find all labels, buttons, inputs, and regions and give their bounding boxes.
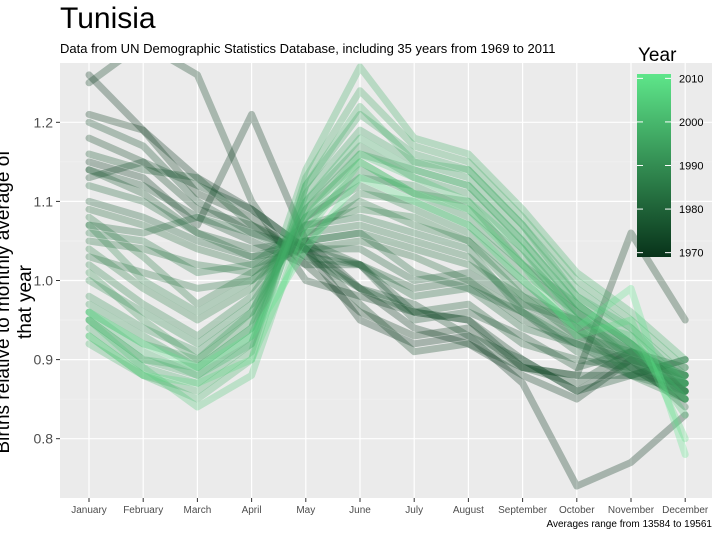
x-tick-label: January bbox=[71, 505, 107, 516]
series-line-1975 bbox=[85, 118, 689, 395]
y-tick-label: 1.0 bbox=[34, 273, 54, 289]
x-tick-label: November bbox=[608, 505, 655, 516]
series-line-1992 bbox=[85, 158, 689, 395]
series-line-1969 bbox=[85, 71, 689, 490]
series-line-1972 bbox=[85, 63, 689, 395]
series-line-1982 bbox=[85, 205, 689, 403]
y-tick-label: 0.8 bbox=[34, 431, 54, 447]
series-line-1973 bbox=[85, 134, 689, 387]
series-line-1985 bbox=[85, 213, 689, 387]
series-line-1986 bbox=[85, 197, 689, 403]
series-line-1981 bbox=[85, 182, 689, 395]
y-tick-label: 1.2 bbox=[34, 114, 54, 130]
series-line-1983 bbox=[85, 229, 689, 395]
series-line-1989 bbox=[85, 190, 689, 387]
legend-tick-label: 1990 bbox=[679, 161, 703, 173]
grid-major bbox=[60, 63, 712, 498]
series-line-1984 bbox=[85, 221, 689, 379]
x-tick-label: April bbox=[242, 505, 262, 516]
series-line-1978 bbox=[85, 166, 689, 411]
series-line-2008 bbox=[85, 158, 689, 443]
x-tick-label: October bbox=[559, 505, 595, 516]
chart-caption: Averages range from 13584 to 19561 bbox=[546, 519, 713, 530]
series-line-2000 bbox=[85, 134, 689, 403]
series-line-1971 bbox=[85, 110, 689, 379]
year-legend: 1970 1980 1990 2000 2010 bbox=[637, 73, 703, 260]
legend-tick-label: 1980 bbox=[679, 204, 703, 216]
x-axis-ticks: January February March April May June July Augu… bbox=[71, 498, 709, 516]
series-line-1976 bbox=[85, 166, 689, 387]
series-line-1994 bbox=[85, 150, 689, 395]
series-line-1991 bbox=[85, 174, 689, 387]
legend-tick-label: 2000 bbox=[679, 117, 703, 129]
series-line-1996 bbox=[85, 110, 689, 387]
x-tick-label: December bbox=[662, 505, 709, 516]
x-tick-label: August bbox=[453, 505, 484, 516]
grid-minor bbox=[60, 161, 712, 400]
legend-tick-label: 2010 bbox=[679, 73, 703, 85]
y-axis-ticks: 0.8 0.9 1.0 1.1 1.2 bbox=[34, 114, 60, 447]
y-tick-label: 0.9 bbox=[34, 352, 54, 368]
series-line-2011 bbox=[85, 174, 689, 458]
series-line-1970 bbox=[85, 110, 689, 403]
series-line-1998 bbox=[85, 63, 689, 371]
x-tick-label: June bbox=[349, 505, 371, 516]
x-tick-label: May bbox=[296, 505, 315, 516]
series-line-1980 bbox=[85, 213, 689, 379]
series-line-1995 bbox=[85, 126, 689, 387]
legend-title: Year bbox=[638, 45, 677, 66]
series-line-1988 bbox=[85, 182, 689, 395]
x-tick-label: September bbox=[498, 505, 548, 516]
x-tick-label: February bbox=[123, 505, 163, 516]
y-tick-label: 1.1 bbox=[34, 193, 54, 209]
series-line-1997 bbox=[85, 87, 689, 395]
x-tick-label: July bbox=[405, 505, 423, 516]
series-line-1987 bbox=[85, 205, 689, 379]
series-line-2004 bbox=[85, 150, 689, 419]
chart-title: Tunisia bbox=[60, 2, 156, 35]
legend-tick-label: 1970 bbox=[679, 248, 703, 260]
chart-subtitle: Data from UN Demographic Statistics Data… bbox=[60, 41, 556, 56]
series-line-1977 bbox=[85, 150, 689, 403]
series-line-1979 bbox=[85, 197, 689, 395]
series-lines bbox=[85, 63, 689, 490]
series-line-1993 bbox=[85, 142, 689, 403]
series-line-1999 bbox=[85, 103, 689, 403]
series-line-1974 bbox=[85, 158, 689, 387]
series-line-1990 bbox=[85, 166, 689, 379]
x-tick-label: March bbox=[184, 505, 212, 516]
